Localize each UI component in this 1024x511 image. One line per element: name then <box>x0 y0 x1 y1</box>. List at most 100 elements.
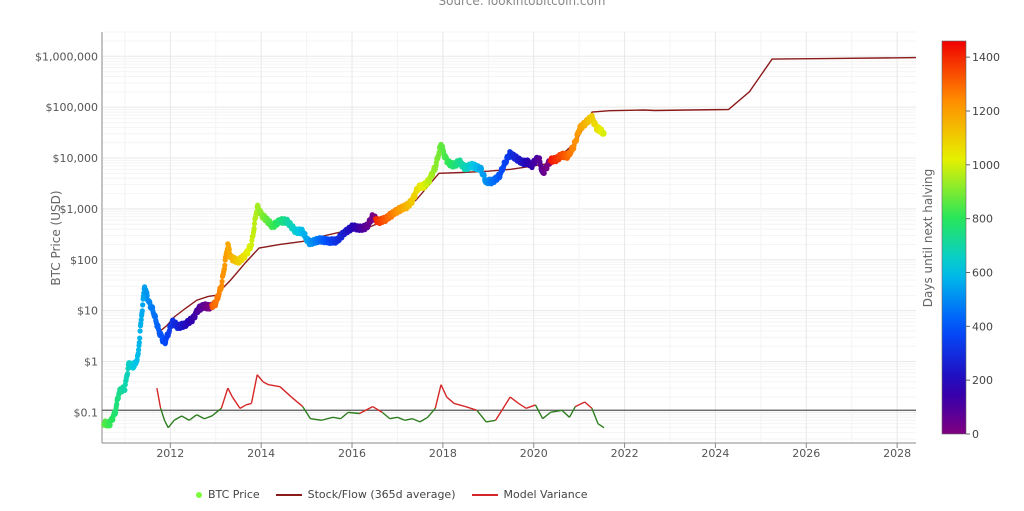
x-tick-label: 2016 <box>338 447 366 460</box>
model-variance-segment <box>156 387 162 409</box>
legend-line-icon <box>471 493 498 496</box>
colorbar: 0 200 400 600 800 1000 1200 1400 <box>941 40 1000 441</box>
model-variance-segment <box>597 423 605 429</box>
legend-line-icon <box>275 493 302 496</box>
model-variance-segment <box>332 416 341 420</box>
model-variance-segment <box>440 384 448 398</box>
colorbar-tick-label: 400 <box>972 320 993 333</box>
btc-price-point <box>137 335 143 341</box>
model-variance-segment <box>372 405 383 413</box>
btc-price-point <box>140 302 146 308</box>
model-variance-segment <box>290 396 304 408</box>
model-variance-segment <box>159 408 166 421</box>
legend-dot-icon <box>196 491 202 498</box>
legend-item-btc-price[interactable]: BTC Price <box>196 488 260 501</box>
plot-area <box>101 56 917 429</box>
colorbar-tick-label: 600 <box>972 266 993 279</box>
model-variance-segment <box>486 419 496 423</box>
model-variance-segment <box>525 404 536 410</box>
x-tick-label: 2028 <box>883 447 911 460</box>
model-variance-segment <box>268 384 281 388</box>
colorbar-title: Days until next halving <box>921 169 935 308</box>
model-variance-segment <box>204 415 213 420</box>
y-tick-label: $1,000,000 <box>35 50 98 63</box>
btc-price-point <box>222 262 228 268</box>
colorbar-tick-label: 200 <box>972 374 993 387</box>
btc-price-point <box>114 401 120 407</box>
model-variance-segment <box>173 415 182 421</box>
btc-price-point <box>436 149 442 155</box>
y-tick-label: $100,000 <box>46 101 99 114</box>
model-variance-segment <box>163 419 169 429</box>
btc-price-point <box>481 172 487 179</box>
y-tick-label: $100 <box>70 254 98 267</box>
model-variance-segment <box>412 418 421 423</box>
colorbar-tick-label: 800 <box>972 213 993 226</box>
model-variance-segment <box>167 419 175 429</box>
axes: $0.1 $1 $10 $100 $1,000 $10,000 $100,000 $1,000… <box>35 32 916 460</box>
x-tick-label: 2020 <box>520 447 548 460</box>
model-variance-segment <box>518 402 527 409</box>
model-variance-segment <box>181 415 190 421</box>
model-variance-segment <box>279 386 292 398</box>
model-variance-segment <box>348 411 360 415</box>
model-variance-segment <box>534 404 544 420</box>
btc-price-point <box>113 410 119 416</box>
x-tick-label: 2024 <box>701 447 729 460</box>
x-tick-label: 2014 <box>247 447 275 460</box>
model-variance-segment <box>381 411 391 420</box>
model-variance-segment <box>465 405 478 411</box>
model-variance-segment <box>310 418 322 421</box>
model-variance-segment <box>256 374 264 383</box>
source-text: Source: lookintobitcoin.com <box>438 0 605 8</box>
y-tick-label: $10,000 <box>53 152 99 165</box>
model-variance-segment <box>389 416 398 420</box>
model-variance-segment <box>250 374 258 404</box>
btc-price-point <box>138 317 144 323</box>
btc-price-point <box>226 247 232 253</box>
btc-price-point <box>122 387 128 393</box>
btc-price-point <box>251 221 258 227</box>
legend-label-model-variance: Model Variance <box>503 488 588 501</box>
btc-price-point <box>136 340 142 346</box>
x-tick-label: 2026 <box>792 447 820 460</box>
btc-price-point <box>219 278 225 285</box>
legend-item-stock-flow[interactable]: Stock/Flow (365d average) <box>275 488 456 501</box>
model-variance-segment <box>584 401 593 409</box>
model-variance-segment <box>262 381 269 386</box>
colorbar-tick-label: 1200 <box>972 105 1000 118</box>
model-variance-segment <box>476 409 487 423</box>
colorbar-tick-label: 1000 <box>972 159 1000 172</box>
btc-price-point <box>136 347 142 353</box>
x-tick-label: 2018 <box>429 447 457 460</box>
model-variance-segment <box>542 411 551 420</box>
y-axis-title: BTC Price (USD) <box>49 190 63 285</box>
model-variance-segment <box>211 407 222 417</box>
legend-label-btc-price: BTC Price <box>208 488 260 501</box>
model-variance-segment <box>321 416 334 421</box>
btc-price-point <box>251 225 257 231</box>
colorbar-tick-label: 0 <box>972 428 979 441</box>
legend-item-model-variance[interactable]: Model Variance <box>471 488 588 501</box>
model-variance-segment <box>561 409 570 418</box>
gridlines <box>102 31 916 443</box>
model-variance-segment <box>495 396 511 421</box>
model-variance-segment <box>340 411 349 420</box>
model-variance-segment <box>434 384 442 409</box>
model-variance-segment <box>404 418 413 421</box>
model-variance-segment <box>568 406 576 418</box>
model-variance-segment <box>397 416 406 421</box>
colorbar-bar <box>941 40 967 435</box>
x-tick-label: 2012 <box>156 447 184 460</box>
y-tick-label: $1,000 <box>60 203 99 216</box>
y-tick-label: $10 <box>77 305 98 318</box>
model-variance-segment <box>231 396 241 409</box>
btc-price-point <box>219 283 225 289</box>
y-tick-label: $0.1 <box>74 406 99 419</box>
model-variance-segment <box>227 387 234 398</box>
model-variance-segment <box>575 401 586 408</box>
colorbar-tick-label: 1400 <box>972 51 1000 64</box>
model-variance-segment <box>239 404 247 409</box>
y-tick-label: $1 <box>84 356 98 369</box>
